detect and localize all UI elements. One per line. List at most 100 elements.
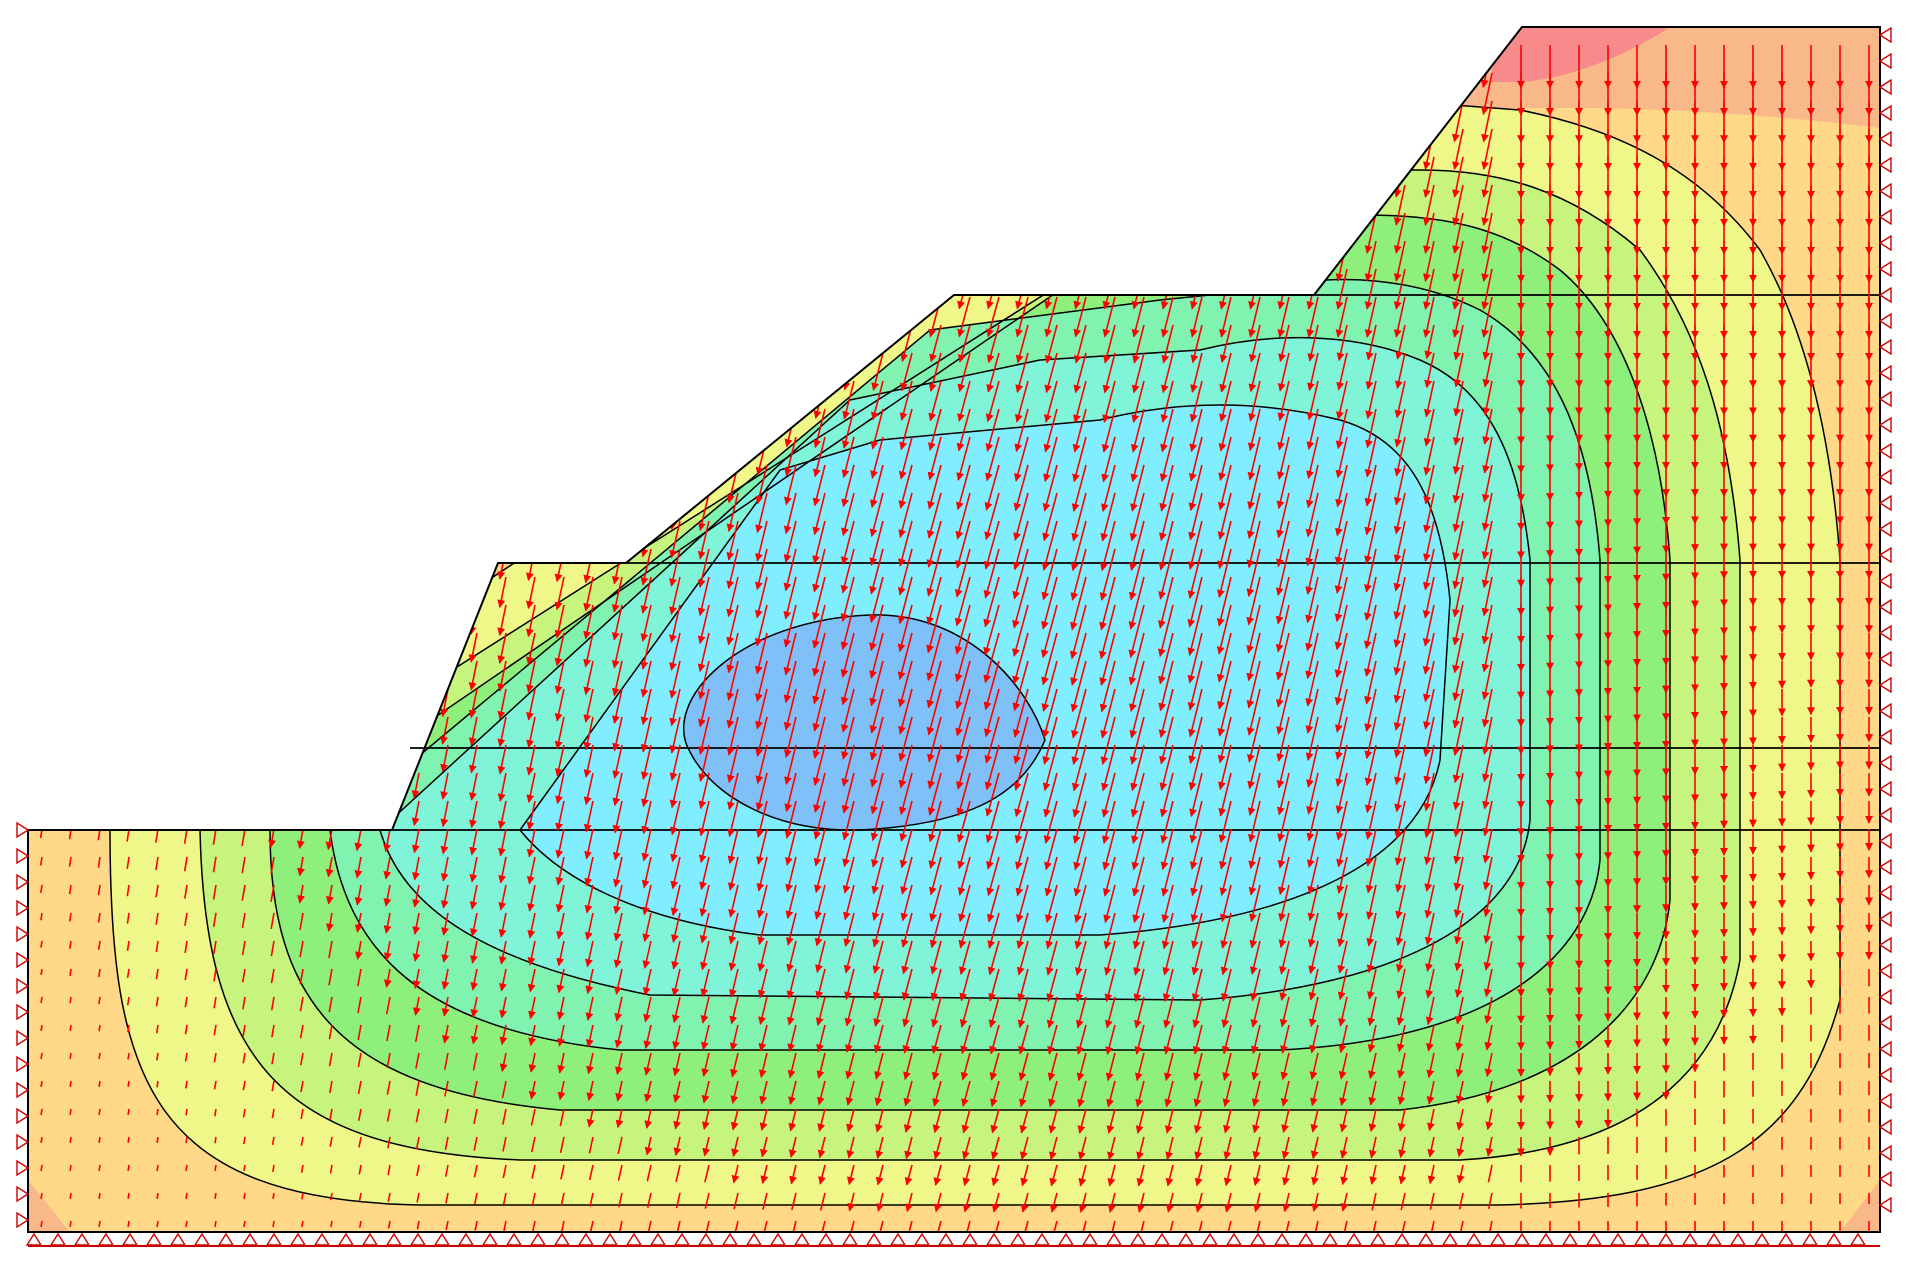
arrow-icon (353, 492, 362, 518)
arrow-icon (1072, 408, 1087, 453)
arrow-icon (927, 772, 942, 816)
arrow-icon (498, 324, 507, 351)
arrow-icon (154, 492, 159, 509)
arrow-icon (900, 352, 913, 392)
arrow-icon (325, 800, 334, 823)
arrow-icon (841, 212, 855, 254)
arrow-icon (1306, 436, 1319, 480)
arrow-icon (1277, 100, 1290, 142)
arrow-icon (235, 72, 246, 115)
arrow-icon (497, 604, 507, 636)
arrow-icon (382, 576, 391, 604)
arrow-icon (350, 100, 362, 143)
arrow-icon (241, 800, 246, 819)
arrow-icon (610, 296, 623, 338)
arrow-icon (354, 408, 363, 432)
arrow-icon (670, 380, 681, 415)
arrow-icon (899, 72, 913, 114)
arrow-icon (497, 576, 507, 608)
arrow-icon (1364, 744, 1377, 787)
arrow-icon (698, 380, 710, 416)
arrow-icon (1015, 296, 1029, 338)
arrow-icon (639, 156, 652, 198)
arrow-icon (783, 72, 797, 114)
arrow-icon (756, 324, 768, 359)
arrow-icon (1160, 44, 1174, 86)
arrow-icon (183, 408, 188, 425)
arrow-icon (91, 128, 101, 171)
arrow-icon (91, 100, 101, 143)
arrow-icon (583, 436, 594, 470)
arrow-icon (698, 744, 710, 782)
arrow-icon (1393, 296, 1406, 338)
arrow-icon (69, 968, 72, 977)
roller-support-icon (16, 847, 30, 865)
arrow-icon (353, 660, 362, 686)
arrow-icon (235, 268, 246, 311)
arrow-icon (525, 632, 536, 666)
arrow-icon (727, 772, 739, 811)
arrow-icon (1452, 688, 1464, 729)
arrow-icon (1246, 604, 1261, 654)
arrow-icon (1482, 436, 1493, 474)
arrow-icon (267, 408, 276, 429)
arrow-icon (983, 660, 1000, 711)
arrow-icon (379, 156, 391, 199)
arrow-icon (1307, 352, 1319, 392)
arrow-icon (97, 408, 101, 422)
arrow-icon (379, 44, 391, 87)
arrow-icon (526, 352, 536, 381)
arrow-icon (62, 100, 72, 143)
roller-support-icon (16, 1107, 30, 1125)
arrow-icon (755, 772, 768, 812)
arrow-icon (986, 44, 1000, 86)
arrow-icon (1129, 492, 1145, 542)
arrow-icon (552, 268, 565, 310)
arrow-icon (697, 520, 710, 560)
arrow-icon (235, 184, 246, 227)
arrow-icon (210, 632, 219, 653)
roller-support-icon (1321, 1232, 1339, 1246)
roller-support-icon (313, 1232, 331, 1246)
arrow-icon (957, 380, 971, 422)
roller-support-icon (769, 1232, 787, 1246)
arrow-icon (928, 380, 942, 422)
arrow-icon (668, 268, 681, 310)
arrow-icon (524, 268, 536, 310)
arrow-icon (127, 1108, 130, 1116)
arrow-icon (899, 380, 913, 421)
arrow-icon (68, 324, 72, 335)
arrow-icon (241, 408, 246, 427)
arrow-icon (468, 744, 478, 774)
roller-support-icon (1633, 1232, 1651, 1246)
arrow-icon (125, 548, 130, 564)
arrow-icon (214, 1220, 217, 1228)
arrow-icon (668, 44, 681, 86)
arrow-icon (382, 772, 391, 798)
arrow-icon (1044, 156, 1058, 198)
arrow-icon (869, 464, 884, 509)
arrow-icon (1187, 520, 1203, 570)
arrow-icon (552, 72, 565, 114)
arrow-icon (639, 44, 652, 86)
arrow-icon (812, 492, 826, 536)
arrow-icon (379, 72, 391, 115)
roller-support-icon (1878, 676, 1892, 694)
arrow-icon (610, 44, 623, 86)
arrow-icon (611, 632, 623, 669)
arrow-icon (697, 576, 710, 617)
arrow-icon (783, 548, 797, 592)
arrow-icon (1219, 212, 1232, 254)
arrow-icon (97, 324, 101, 336)
arrow-icon (870, 408, 884, 450)
arrow-icon (1160, 352, 1174, 394)
arrow-icon (1160, 296, 1174, 338)
arrow-icon (898, 688, 913, 735)
arrow-icon (206, 100, 217, 143)
arrow-icon (926, 548, 942, 597)
arrow-icon (1158, 688, 1174, 738)
arrow-icon (68, 688, 72, 702)
arrow-icon (382, 604, 391, 632)
arrow-icon (68, 800, 72, 812)
arrow-icon (1069, 604, 1087, 660)
